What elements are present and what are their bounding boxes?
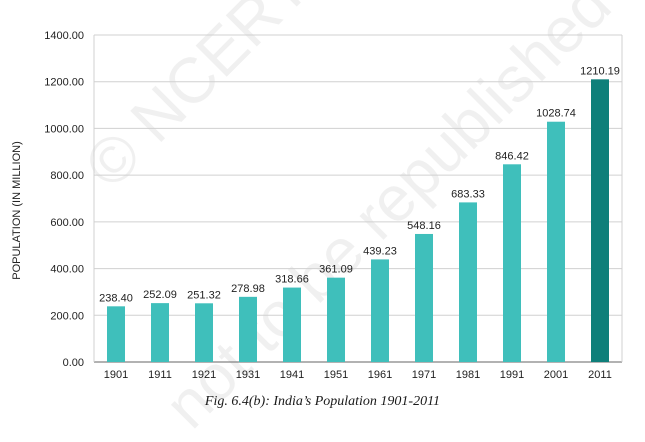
data-label: 439.23 [363,245,397,257]
bar-1901 [107,306,125,362]
data-label: 1028.74 [536,108,576,120]
y-tick-label: 600.00 [50,217,84,229]
bar-2011 [591,79,609,362]
data-label: 251.32 [187,289,221,301]
y-tick-label: 0.00 [63,357,84,369]
x-tick-label: 1991 [500,369,524,381]
x-tick-label: 1961 [368,369,392,381]
x-tick-label: 1921 [192,369,216,381]
y-tick-label: 400.00 [50,264,84,276]
x-tick-label: 1941 [280,369,304,381]
data-label: 361.09 [319,264,353,276]
bar-1951 [327,277,345,362]
y-axis-title: POPULATION (IN MILLION) [11,141,23,280]
bar-1991 [503,164,521,362]
data-label: 846.42 [495,150,529,162]
y-tick-label: 800.00 [50,170,84,182]
y-tick-label: 1400.00 [44,30,84,42]
figure-caption: Fig. 6.4(b): India’s Population 1901-201… [204,394,441,409]
bar-1941 [283,287,301,362]
data-label: 238.40 [99,292,133,304]
bar-1971 [415,233,433,362]
data-label: 1210.19 [580,65,620,77]
bar-1981 [459,202,477,362]
data-label: 318.66 [275,274,309,286]
y-tick-label: 1200.00 [44,77,84,89]
x-tick-label: 1971 [412,369,436,381]
population-bar-chart: 0.00 200.00 400.00 600.00 800.00 1000.00 1200.… [11,30,623,381]
x-tick-label: 1951 [324,369,348,381]
x-tick-label: 2001 [544,369,568,381]
data-label: 278.98 [231,283,265,295]
x-tick-label: 1911 [148,369,172,381]
bar-1961 [371,259,389,362]
bar-1931 [239,296,257,362]
x-tick-label: 1901 [104,369,128,381]
y-tick-label: 1000.00 [44,123,84,135]
data-label: 548.16 [407,220,441,232]
y-tick-label: 200.00 [50,310,84,322]
x-tick-label: 2011 [588,369,612,381]
data-label: 683.33 [451,188,485,200]
bar-1921 [195,303,213,362]
x-tick-label: 1931 [236,369,260,381]
bar-1911 [151,303,169,362]
data-label: 252.09 [143,289,177,301]
bar-2001 [547,121,565,362]
x-tick-label: 1981 [456,369,480,381]
